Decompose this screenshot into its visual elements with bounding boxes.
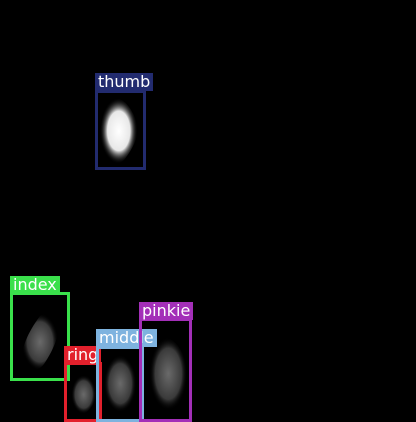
middle-bounding-box bbox=[96, 346, 144, 422]
pinkie-bounding-box bbox=[139, 318, 192, 422]
pinkie-label: pinkie bbox=[139, 302, 194, 320]
ring-label: ring bbox=[64, 346, 102, 364]
index-bounding-box bbox=[10, 292, 70, 381]
thumb-bounding-box bbox=[95, 90, 146, 170]
thumb-label: thumb bbox=[95, 73, 154, 91]
index-label: index bbox=[10, 276, 60, 294]
